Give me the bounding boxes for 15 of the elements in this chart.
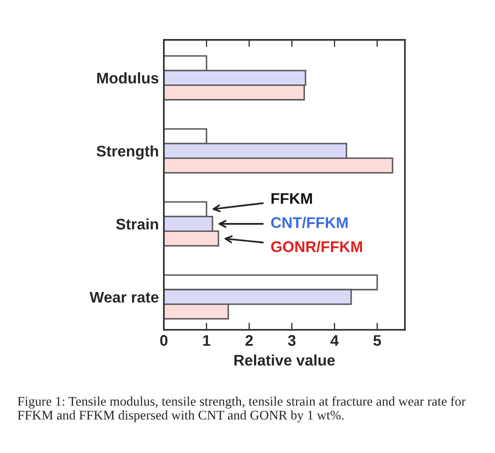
caption: Figure 1: Tensile modulus, tensile strength, tensile strain at fracture and wear rate for FFKM and FFKM dispersed with CNT and GONR by 1 wt%. [18, 396, 466, 422]
text: CNT/FFKM [271, 216, 348, 228]
x-tick-label: 0 [160, 335, 168, 346]
text: FFKM [272, 193, 312, 204]
text: GONR/FFKM [271, 240, 362, 252]
x-axis-title: Relative value [234, 354, 335, 366]
x-tick-label: 2 [245, 335, 253, 346]
y-tick-label: Strength [96, 145, 158, 160]
x-tick-label: 5 [373, 335, 381, 346]
x-tick-label: 1 [203, 335, 210, 346]
y-tick-label: Wear rate [90, 292, 158, 303]
y-tick-label: Strain [116, 218, 158, 230]
x-tick-label: 4 [330, 335, 339, 346]
y-tick-label: Modulus [97, 72, 158, 84]
x-tick-label: 3 [288, 335, 296, 346]
